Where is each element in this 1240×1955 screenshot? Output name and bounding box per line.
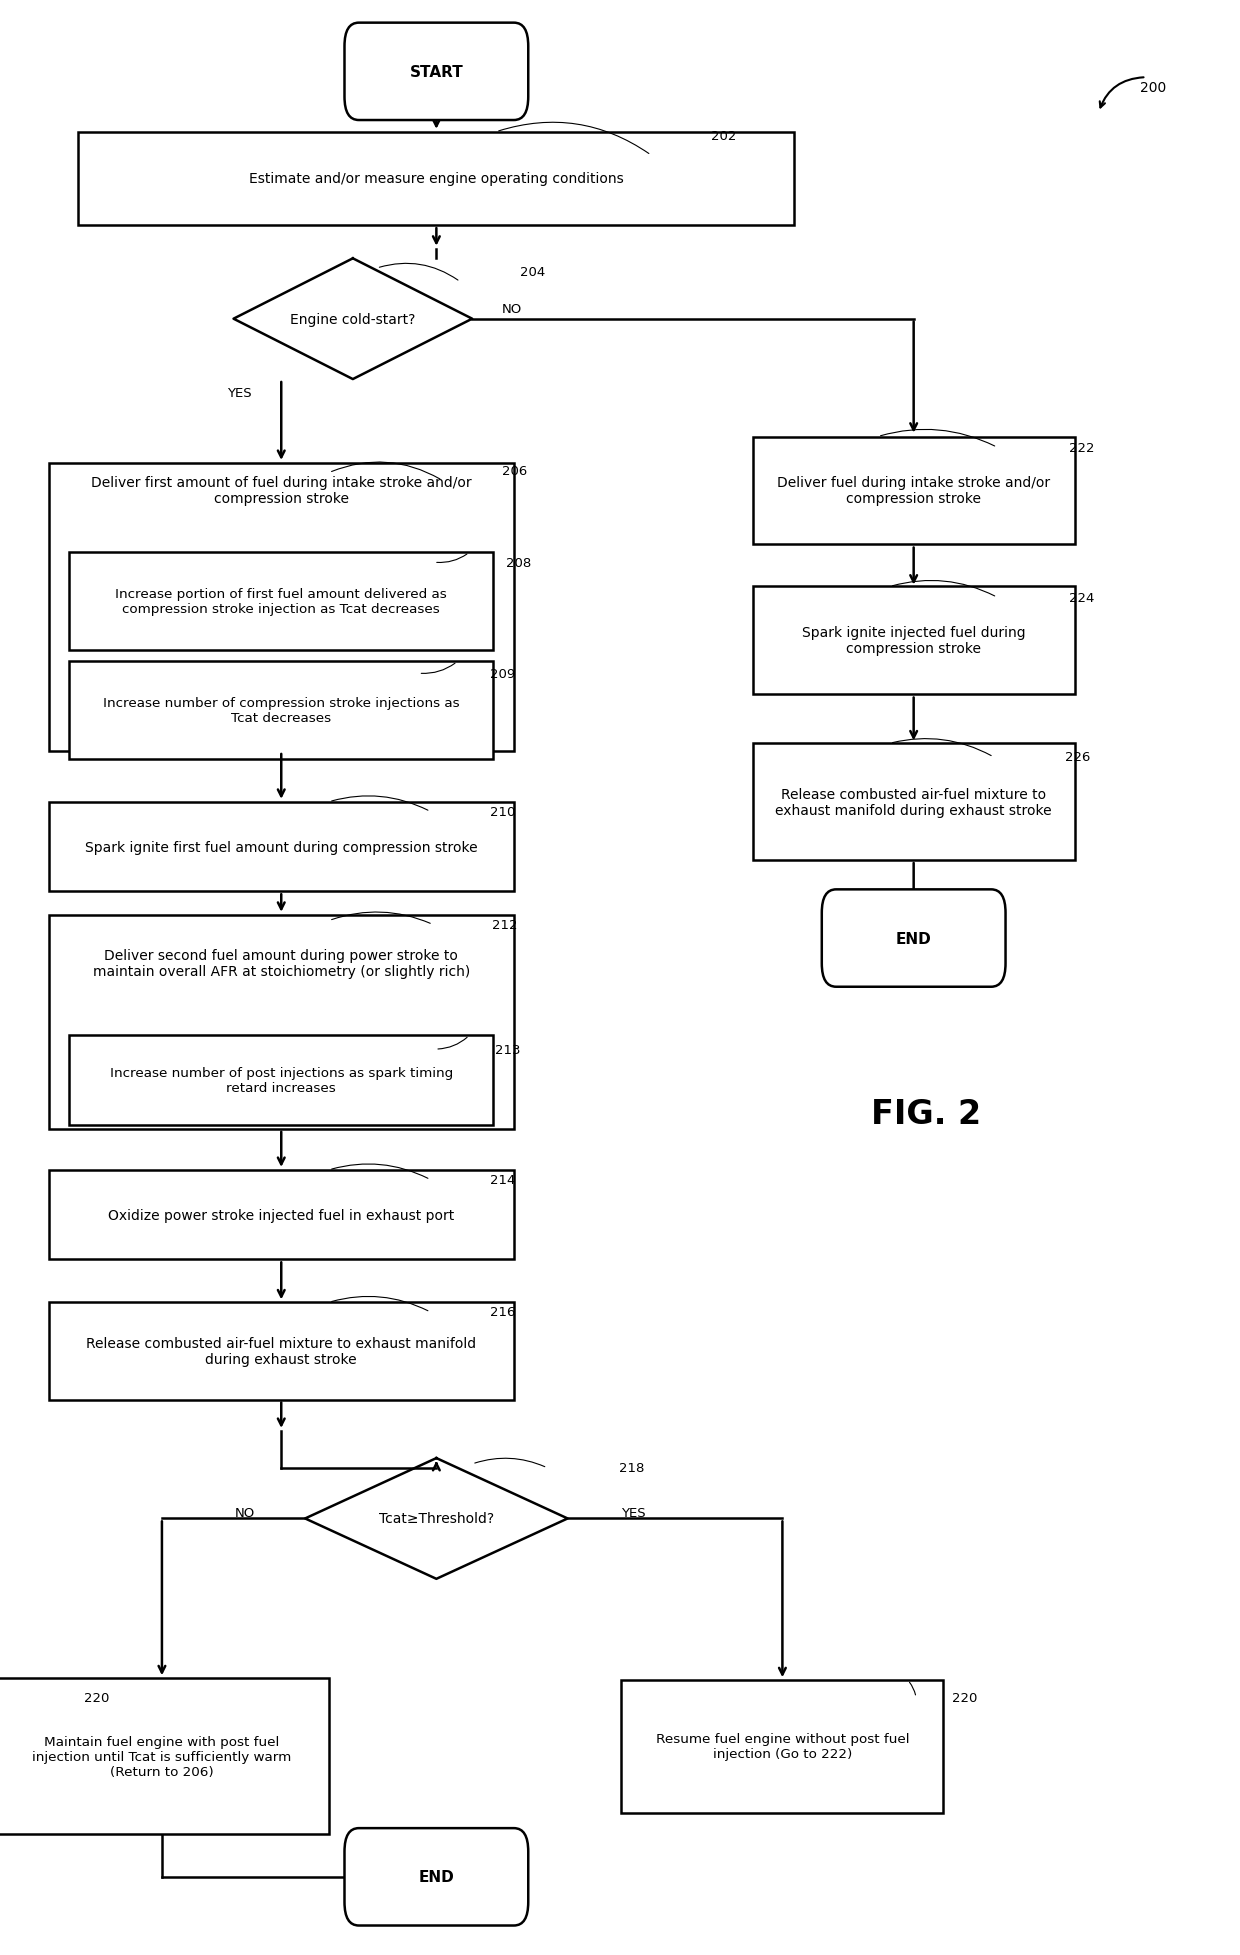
Text: YES: YES [227,387,252,401]
Text: Resume fuel engine without post fuel
injection (Go to 222): Resume fuel engine without post fuel inj… [656,1732,909,1760]
Text: 220: 220 [952,1691,977,1705]
FancyBboxPatch shape [48,802,513,891]
Text: START: START [409,65,464,80]
Text: 210: 210 [490,805,516,819]
Text: END: END [895,931,931,946]
Text: 218: 218 [619,1462,645,1474]
Text: Deliver fuel during intake stroke and/or
compression stroke: Deliver fuel during intake stroke and/or… [777,475,1050,506]
Text: 212: 212 [492,919,518,931]
Text: 213: 213 [495,1044,521,1056]
FancyBboxPatch shape [69,663,494,759]
Text: Deliver first amount of fuel during intake stroke and/or
compression stroke: Deliver first amount of fuel during inta… [91,475,471,506]
Text: 226: 226 [1065,751,1090,764]
Text: Estimate and/or measure engine operating conditions: Estimate and/or measure engine operating… [249,172,624,186]
Text: Oxidize power stroke injected fuel in exhaust port: Oxidize power stroke injected fuel in ex… [108,1208,454,1222]
Text: 224: 224 [1069,592,1094,604]
FancyBboxPatch shape [753,438,1075,543]
Text: 220: 220 [84,1691,110,1705]
FancyBboxPatch shape [78,133,795,227]
FancyBboxPatch shape [822,890,1006,987]
Text: Maintain fuel engine with post fuel
injection until Tcat is sufficiently warm
(R: Maintain fuel engine with post fuel inje… [32,1734,291,1777]
Text: Release combusted air-fuel mixture to exhaust manifold
during exhaust stroke: Release combusted air-fuel mixture to ex… [87,1335,476,1367]
FancyBboxPatch shape [48,1171,513,1259]
Text: Spark ignite first fuel amount during compression stroke: Spark ignite first fuel amount during co… [84,841,477,854]
Text: Tcat≥Threshold?: Tcat≥Threshold? [378,1511,494,1525]
Text: 216: 216 [490,1306,516,1320]
Text: Increase portion of first fuel amount delivered as
compression stroke injection : Increase portion of first fuel amount de… [115,588,448,616]
FancyBboxPatch shape [345,23,528,121]
Text: 222: 222 [1069,442,1094,454]
Polygon shape [305,1458,568,1580]
FancyBboxPatch shape [621,1679,944,1812]
Text: Increase number of compression stroke injections as
Tcat decreases: Increase number of compression stroke in… [103,696,460,725]
Text: Deliver second fuel amount during power stroke to
maintain overall AFR at stoich: Deliver second fuel amount during power … [93,948,470,979]
Text: Increase number of post injections as spark timing
retard increases: Increase number of post injections as sp… [109,1067,453,1095]
FancyBboxPatch shape [69,553,494,651]
Polygon shape [233,260,472,379]
FancyBboxPatch shape [0,1677,329,1834]
Text: Spark ignite injected fuel during
compression stroke: Spark ignite injected fuel during compre… [802,626,1025,655]
Text: 202: 202 [711,131,737,143]
FancyBboxPatch shape [48,463,513,751]
Text: 214: 214 [490,1173,516,1187]
Text: FIG. 2: FIG. 2 [870,1097,981,1130]
FancyBboxPatch shape [48,915,513,1130]
Text: Engine cold-start?: Engine cold-start? [290,313,415,326]
Text: 208: 208 [506,557,531,569]
Text: NO: NO [234,1507,255,1519]
FancyBboxPatch shape [48,1302,513,1400]
FancyBboxPatch shape [69,1036,494,1126]
Text: END: END [418,1869,454,1885]
FancyBboxPatch shape [345,1828,528,1926]
FancyBboxPatch shape [753,586,1075,694]
Text: 206: 206 [502,465,527,477]
Text: 204: 204 [520,266,546,280]
Text: NO: NO [502,303,522,317]
Text: 200: 200 [1141,80,1167,96]
Text: Release combusted air-fuel mixture to
exhaust manifold during exhaust stroke: Release combusted air-fuel mixture to ex… [775,788,1052,817]
FancyBboxPatch shape [753,745,1075,860]
Text: YES: YES [621,1507,646,1519]
Text: 209: 209 [490,667,516,680]
